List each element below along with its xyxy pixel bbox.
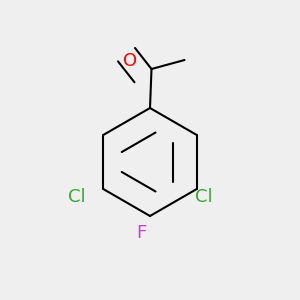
Text: Cl: Cl [195, 188, 213, 206]
Text: Cl: Cl [68, 188, 85, 206]
Text: F: F [136, 224, 146, 242]
Text: O: O [123, 52, 138, 70]
